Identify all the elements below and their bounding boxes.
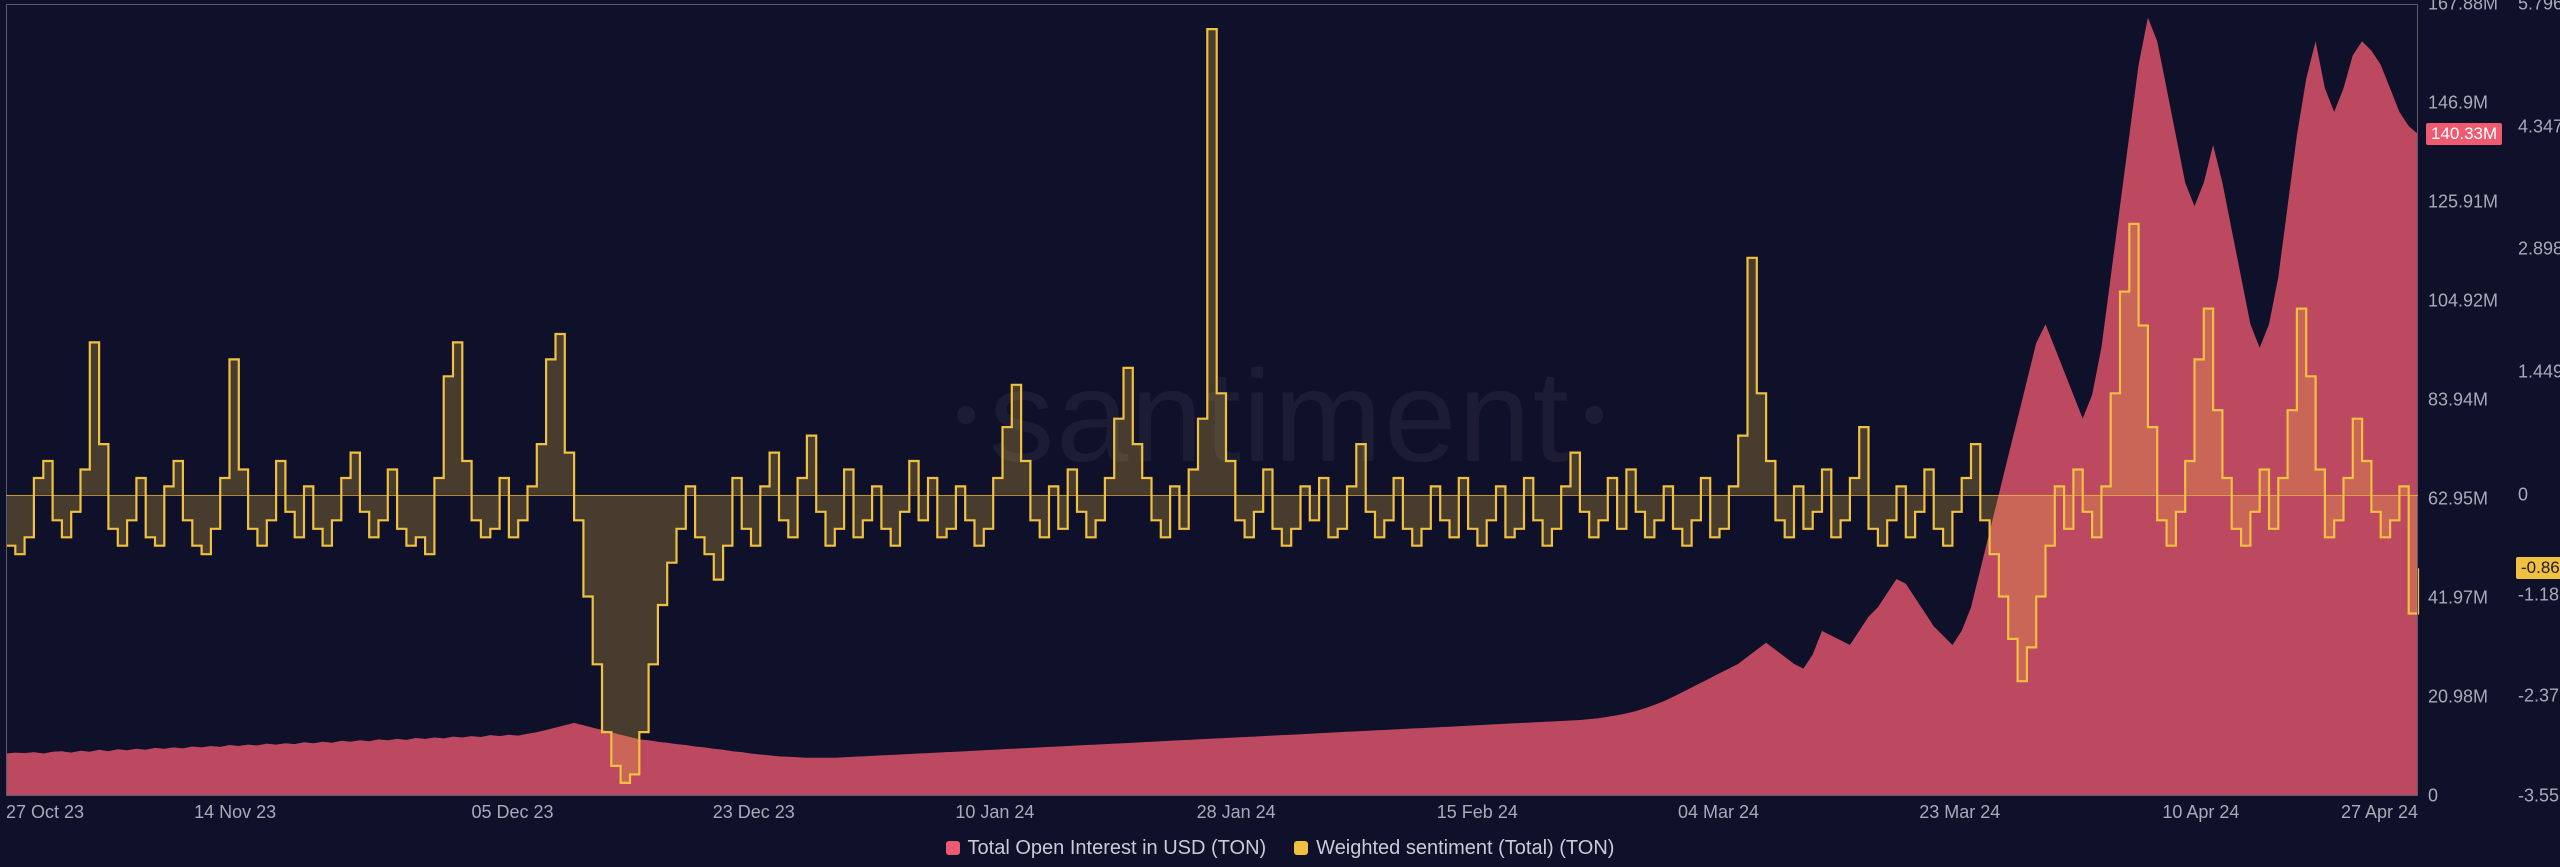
y-left-tick-label: 146.9M bbox=[2428, 92, 2488, 113]
x-tick-label: 27 Oct 23 bbox=[6, 802, 84, 823]
x-tick-label: 14 Nov 23 bbox=[194, 802, 276, 823]
x-tick-label: 10 Jan 24 bbox=[955, 802, 1034, 823]
weighted-sentiment-line bbox=[0, 0, 2560, 867]
y-left-tick-label: 62.95M bbox=[2428, 489, 2488, 510]
legend-swatch bbox=[1294, 841, 1308, 855]
y-left-tick-label: 0 bbox=[2428, 786, 2438, 807]
x-tick-label: 04 Mar 24 bbox=[1678, 802, 1759, 823]
y-right-tick-label: 1.449 bbox=[2518, 362, 2560, 383]
x-tick-label: 23 Mar 24 bbox=[1919, 802, 2000, 823]
chart-legend: Total Open Interest in USD (TON) Weighted… bbox=[0, 837, 2560, 862]
x-tick-label: 05 Dec 23 bbox=[471, 802, 553, 823]
x-tick-label: 23 Dec 23 bbox=[713, 802, 795, 823]
zero-reference-line bbox=[6, 495, 2418, 496]
x-tick-label: 10 Apr 24 bbox=[2162, 802, 2239, 823]
y-right-tick-label: -3.555 bbox=[2518, 786, 2560, 807]
y-left-tick-label: 83.94M bbox=[2428, 390, 2488, 411]
y-right-tick-label: -1.185 bbox=[2518, 585, 2560, 606]
legend-label: Weighted sentiment (Total) (TON) bbox=[1316, 837, 1614, 860]
legend-item[interactable]: Total Open Interest in USD (TON) bbox=[946, 837, 1267, 860]
y-left-tick-label: 125.91M bbox=[2428, 192, 2498, 213]
x-tick-label: 27 Apr 24 bbox=[2341, 802, 2418, 823]
legend-item[interactable]: Weighted sentiment (Total) (TON) bbox=[1294, 837, 1614, 860]
series2-value-badge: -0.866 bbox=[2516, 557, 2560, 579]
y-right-tick-label: 5.796 bbox=[2518, 0, 2560, 15]
x-tick-label: 28 Jan 24 bbox=[1197, 802, 1276, 823]
y-left-tick-label: 41.97M bbox=[2428, 588, 2488, 609]
y-left-tick-label: 20.98M bbox=[2428, 687, 2488, 708]
legend-label: Total Open Interest in USD (TON) bbox=[968, 837, 1267, 860]
y-right-tick-label: -2.37 bbox=[2518, 685, 2559, 706]
chart-root: santiment 27 Oct 2314 Nov 2305 Dec 2323 … bbox=[0, 0, 2560, 867]
y-left-tick-label: 167.88M bbox=[2428, 0, 2498, 15]
y-right-tick-label: 4.347 bbox=[2518, 116, 2560, 137]
series1-value-badge: 140.33M bbox=[2426, 123, 2502, 145]
legend-swatch bbox=[946, 841, 960, 855]
y-right-tick-label: 2.898 bbox=[2518, 239, 2560, 260]
x-tick-label: 15 Feb 24 bbox=[1437, 802, 1518, 823]
y-left-tick-label: 104.92M bbox=[2428, 291, 2498, 312]
y-right-tick-label: 0 bbox=[2518, 484, 2528, 505]
